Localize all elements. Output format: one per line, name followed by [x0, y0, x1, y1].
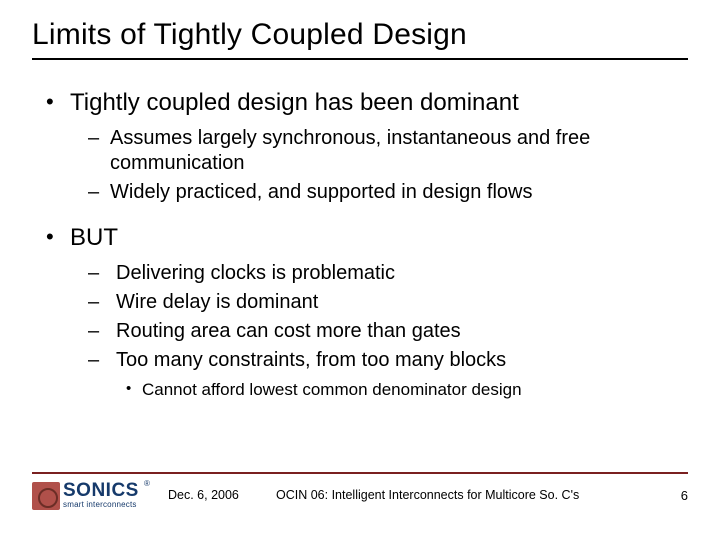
sonics-logo: SONICS ® smart interconnects — [32, 480, 150, 514]
bullet-l2: Delivering clocks is problematic — [32, 261, 688, 286]
slide-body: Tightly coupled design has been dominant… — [32, 88, 688, 401]
bullet-l1: Tightly coupled design has been dominant — [32, 88, 688, 118]
bullet-l2: Routing area can cost more than gates — [32, 319, 688, 344]
logo-registered: ® — [144, 479, 150, 488]
bullet-l2: Assumes largely synchronous, instantaneo… — [32, 126, 688, 176]
bullet-l2: Wire delay is dominant — [32, 290, 688, 315]
slide: Limits of Tightly Coupled Design Tightly… — [0, 0, 720, 540]
footer-caption: OCIN 06: Intelligent Interconnects for M… — [276, 488, 579, 502]
footer-date: Dec. 6, 2006 — [168, 488, 239, 502]
slide-title: Limits of Tightly Coupled Design — [32, 18, 688, 60]
page-number: 6 — [681, 488, 688, 503]
bullet-l2: Too many constraints, from too many bloc… — [32, 348, 688, 373]
bullet-l2: Widely practiced, and supported in desig… — [32, 180, 688, 205]
gear-icon — [32, 482, 60, 510]
slide-footer: SONICS ® smart interconnects Dec. 6, 200… — [0, 472, 720, 518]
logo-tagline: smart interconnects — [63, 500, 137, 509]
bullet-l1: BUT — [32, 223, 688, 253]
bullet-l3: Cannot afford lowest common denominator … — [32, 379, 688, 401]
logo-word: SONICS — [63, 480, 139, 502]
footer-divider — [32, 472, 688, 474]
